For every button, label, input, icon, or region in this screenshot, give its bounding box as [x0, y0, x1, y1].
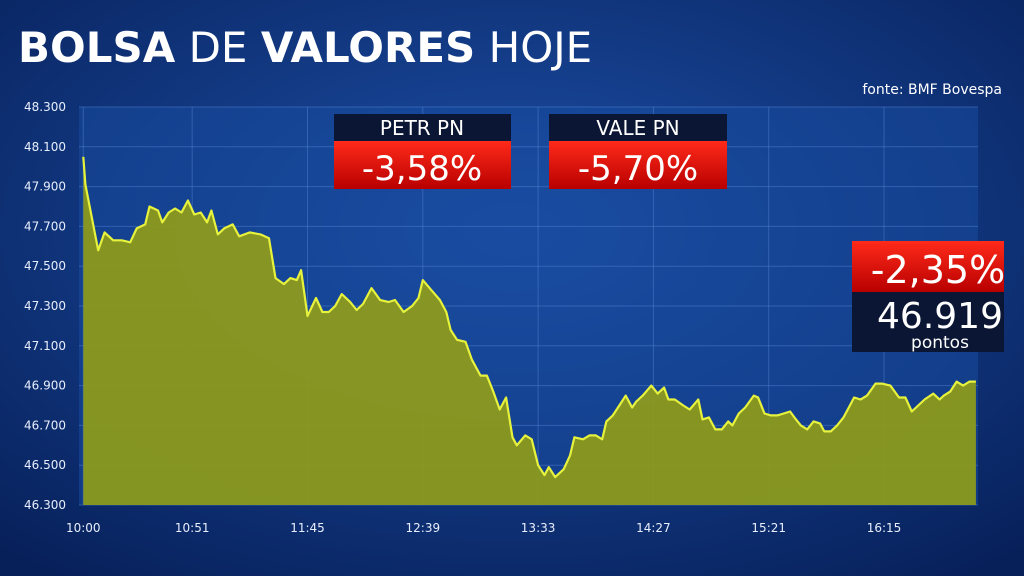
area — [83, 156, 976, 506]
summary-change-box — [852, 241, 1004, 292]
summary-change: -2,35% — [871, 248, 1005, 292]
y-tick-label: 46.300 — [24, 498, 66, 512]
x-tick-label: 16:15 — [867, 521, 902, 535]
x-tick-label: 15:21 — [751, 521, 786, 535]
title-part: HOJE — [489, 23, 593, 72]
line — [82, 156, 976, 479]
annotation-value: -5,70% — [578, 149, 698, 189]
box-header — [549, 114, 727, 141]
plot: 46.300 46.500 46.700 46.900 47.100 47.300 47.5… — [24, 100, 978, 535]
title-part: DE — [189, 23, 248, 72]
x-tick-label: 12:39 — [406, 521, 441, 535]
x-tick-label: 10:51 — [175, 521, 210, 535]
summary-points-box — [852, 292, 1004, 352]
y-tick-label: 46.900 — [24, 379, 66, 393]
title-part: VALORES — [261, 23, 475, 72]
annotation-label: PETR PN — [380, 116, 464, 140]
x-tick-label: 10:00 — [66, 521, 101, 535]
y-tick-label: 47.300 — [24, 299, 66, 313]
summary-points: 46.919 — [877, 296, 1003, 337]
x-tick-label: 11:45 — [290, 521, 325, 535]
title-part: BOLSA — [18, 23, 176, 72]
y-tick-label: 47.500 — [24, 259, 66, 273]
annotations: PETR PN -3,58% VALE PN -5,70% -2,35% 46.… — [334, 114, 1005, 353]
y-tick-label: 47.700 — [24, 219, 66, 233]
annotation-value: -3,58% — [362, 149, 482, 189]
box-header — [334, 114, 511, 141]
y-tick-label: 46.500 — [24, 458, 66, 472]
source: fonte: BMF Bovespa — [862, 82, 1002, 98]
box-value — [334, 141, 511, 189]
y-tick-label: 48.100 — [24, 140, 66, 154]
y-tick-label: 47.100 — [24, 339, 66, 353]
y-tick-label: 48.300 — [24, 100, 66, 114]
box-value — [549, 141, 727, 189]
y-tick-label: 47.900 — [24, 180, 66, 194]
chart-title: BOLSA DE VALORES HOJE — [18, 23, 592, 72]
y-tick-label: 46.700 — [24, 418, 66, 432]
x-tick-label: 13:33 — [521, 521, 556, 535]
x-tick-label: 14:27 — [636, 521, 671, 535]
annotation-label: VALE PN — [596, 116, 679, 140]
summary-unit: pontos — [911, 333, 969, 353]
